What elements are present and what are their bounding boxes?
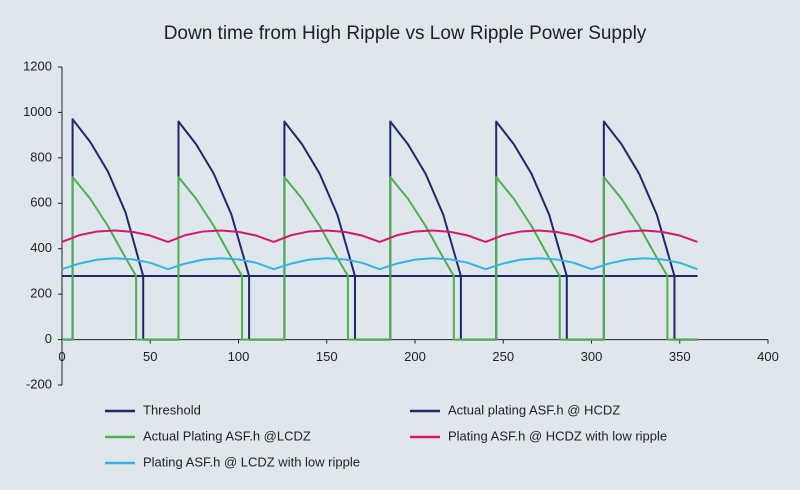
legend-label: Actual plating ASF.h @ HCDZ	[448, 402, 620, 417]
x-tick-label: 100	[228, 349, 250, 364]
y-tick-label: 1200	[23, 58, 52, 73]
y-tick-label: 200	[30, 286, 52, 301]
x-tick-label: 0	[58, 349, 65, 364]
y-tick-label: 600	[30, 195, 52, 210]
y-tick-label: 800	[30, 149, 52, 164]
y-tick-label: -200	[26, 376, 52, 391]
legend-label: Actual Plating ASF.h @LCDZ	[143, 428, 311, 443]
y-tick-label: 1000	[23, 104, 52, 119]
x-tick-label: 300	[581, 349, 603, 364]
series-line	[61, 229, 698, 243]
series-line	[61, 257, 698, 271]
x-tick-label: 350	[669, 349, 691, 364]
legend-label: Plating ASF.h @ LCDZ with low ripple	[143, 454, 360, 469]
chart-title: Down time from High Ripple vs Low Ripple…	[164, 23, 647, 44]
x-tick-label: 200	[404, 349, 426, 364]
y-tick-label: 0	[45, 331, 52, 346]
x-tick-label: 50	[143, 349, 157, 364]
series-line	[62, 176, 698, 341]
x-tick-label: 400	[757, 349, 779, 364]
x-tick-label: 150	[316, 349, 338, 364]
y-tick-label: 400	[30, 240, 52, 255]
x-tick-label: 250	[492, 349, 514, 364]
legend-label: Threshold	[143, 402, 201, 417]
legend-label: Plating ASF.h @ HCDZ with low ripple	[448, 428, 667, 443]
